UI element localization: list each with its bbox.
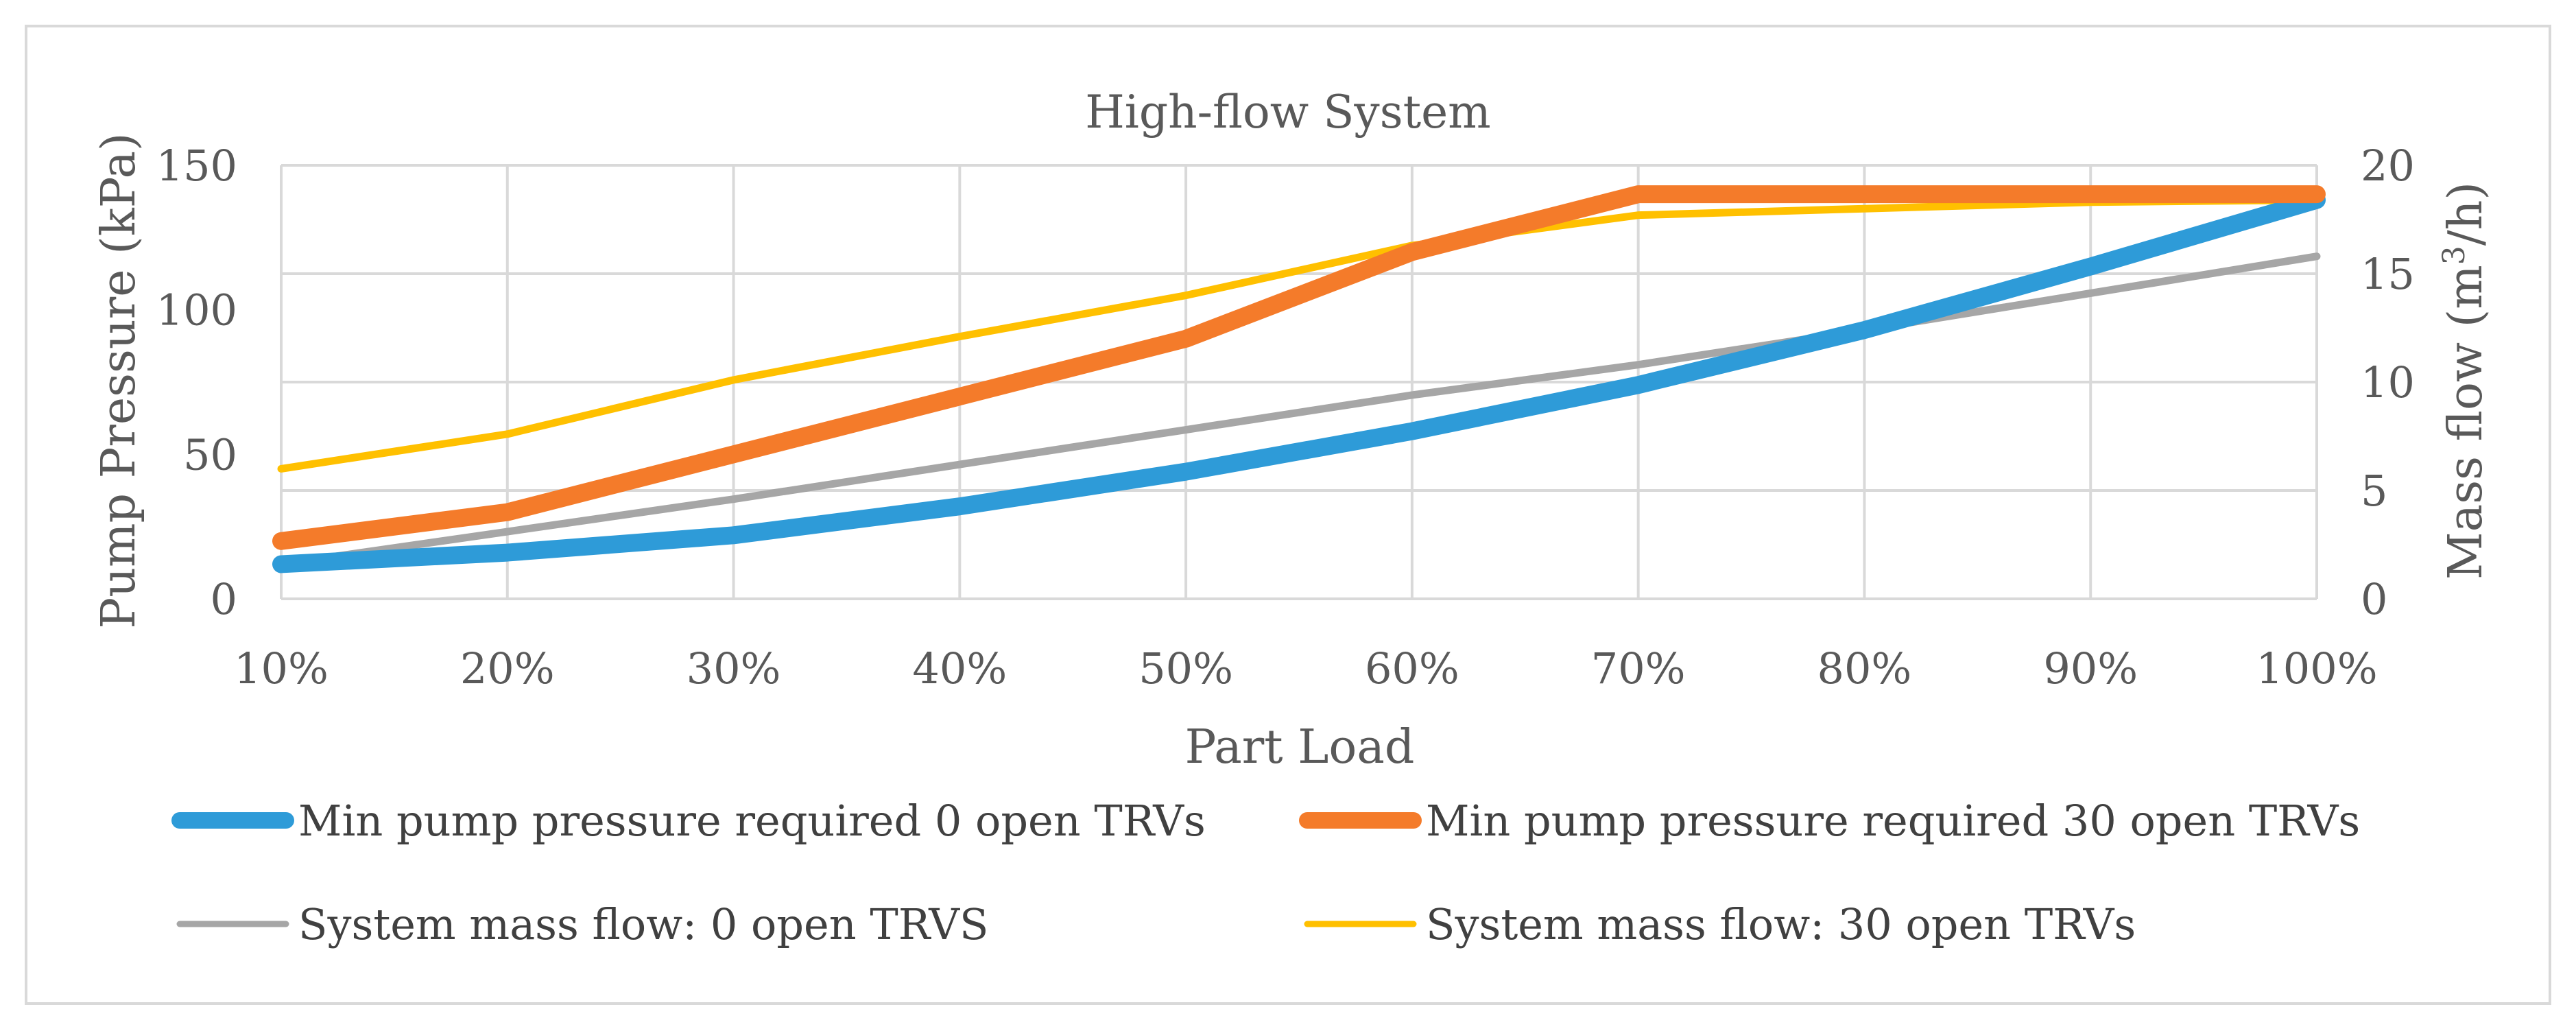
series-line-1 xyxy=(272,191,2326,573)
right-axis-tick-label: 15 xyxy=(2361,249,2415,299)
x-axis-tick-label: 10% xyxy=(234,643,329,694)
left-axis-tick-label: 0 xyxy=(211,574,237,624)
right-axis-tick-labels: 0 5 10 15 20 xyxy=(2361,141,2415,624)
right-axis-label-superscript: 3 xyxy=(2437,246,2472,265)
left-axis-tick-labels: 0 50 100 150 xyxy=(156,141,237,624)
x-axis-tick-label: 60% xyxy=(1365,643,1459,694)
right-axis-label: Mass flow (m3/h) xyxy=(2437,182,2494,580)
x-axis-tick-label: 30% xyxy=(687,643,781,694)
left-axis-tick-label: 50 xyxy=(183,429,237,479)
x-axis-tick-label: 50% xyxy=(1138,643,1233,694)
legend-label: System mass flow: 30 open TRVs xyxy=(1426,899,2136,949)
x-axis-tick-label: 90% xyxy=(2043,643,2138,694)
x-axis-tick-label: 40% xyxy=(912,643,1007,694)
legend: Min pump pressure required 0 open TRVs Mi… xyxy=(171,796,2360,949)
legend-label: Min pump pressure required 30 open TRVs xyxy=(1426,796,2360,846)
left-axis-tick-label: 150 xyxy=(156,141,237,191)
legend-label: Min pump pressure required 0 open TRVs xyxy=(298,796,1206,846)
series-lines xyxy=(272,185,2326,573)
chart-frame xyxy=(25,25,2551,1005)
x-axis-tick-label: 80% xyxy=(1817,643,1912,694)
right-axis-tick-label: 5 xyxy=(2361,466,2387,516)
right-axis-label-unit: /h) xyxy=(2439,182,2493,246)
right-axis-label-main: Mass flow (m xyxy=(2439,265,2493,580)
series-line-3 xyxy=(277,252,2321,568)
left-axis-tick-label: 100 xyxy=(156,285,237,335)
left-axis-label: Pump Pressure (kPa) xyxy=(92,132,146,628)
right-axis-tick-label: 0 xyxy=(2361,574,2387,624)
x-axis-tick-label: 20% xyxy=(460,643,555,694)
x-axis-tick-label: 70% xyxy=(1591,643,1686,694)
series-line-2 xyxy=(272,185,2326,550)
x-axis-tick-label: 100% xyxy=(2256,643,2377,694)
right-axis-tick-label: 10 xyxy=(2361,357,2415,407)
chart-title: High-flow System xyxy=(1085,86,1491,139)
legend-label: System mass flow: 0 open TRVS xyxy=(298,899,988,949)
x-axis-tick-labels: 10% 20% 30% 40% 50% 60% 70% 80% 90% 100% xyxy=(234,643,2378,694)
right-axis-tick-label: 20 xyxy=(2361,141,2415,191)
series-line-4 xyxy=(277,196,2321,473)
x-axis-label: Part Load xyxy=(1185,720,1415,774)
